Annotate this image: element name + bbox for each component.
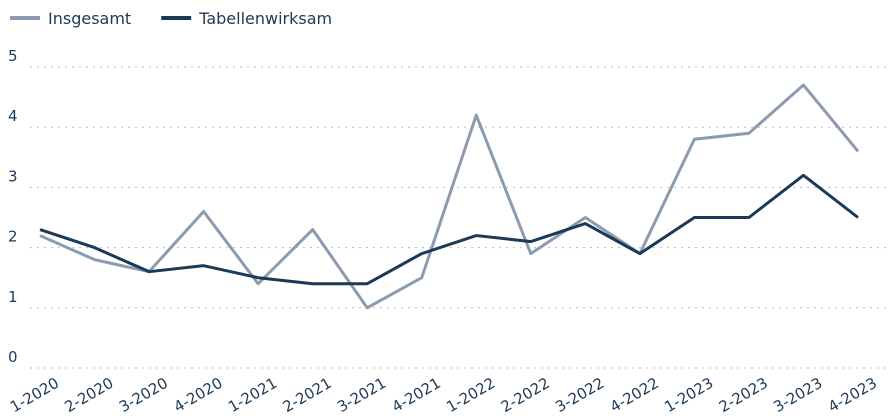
y-tick-label: 1 bbox=[8, 288, 18, 306]
x-tick-label: 2-2022 bbox=[498, 374, 553, 416]
x-tick-label: 3-2023 bbox=[770, 374, 825, 416]
y-tick-label: 3 bbox=[8, 167, 18, 185]
series-line bbox=[39, 173, 859, 286]
x-tick-label: 3-2021 bbox=[334, 374, 389, 416]
x-tick-label: 1-2021 bbox=[225, 374, 280, 416]
y-tick-label: 5 bbox=[8, 47, 18, 65]
x-tick-label: 4-2022 bbox=[607, 374, 662, 416]
x-tick-label: 2-2023 bbox=[716, 374, 771, 416]
legend-label: Insgesamt bbox=[48, 9, 131, 28]
x-tick-label: 2-2021 bbox=[280, 374, 335, 416]
x-tick-label: 1-2020 bbox=[7, 374, 62, 416]
x-tick-label: 4-2023 bbox=[825, 374, 880, 416]
x-tick-label: 1-2023 bbox=[661, 374, 716, 416]
legend-label: Tabellenwirksam bbox=[198, 9, 332, 28]
x-tick-label: 4-2020 bbox=[171, 374, 226, 416]
x-tick-label: 4-2021 bbox=[389, 374, 444, 416]
x-tick-label: 2-2020 bbox=[62, 374, 117, 416]
y-tick-label: 0 bbox=[8, 348, 18, 366]
x-tick-label: 3-2022 bbox=[552, 374, 607, 416]
y-tick-label: 4 bbox=[8, 107, 18, 125]
series-line bbox=[39, 83, 860, 310]
x-tick-label: 3-2020 bbox=[116, 374, 171, 416]
y-tick-label: 2 bbox=[8, 228, 18, 246]
x-tick-label: 1-2022 bbox=[443, 374, 498, 416]
